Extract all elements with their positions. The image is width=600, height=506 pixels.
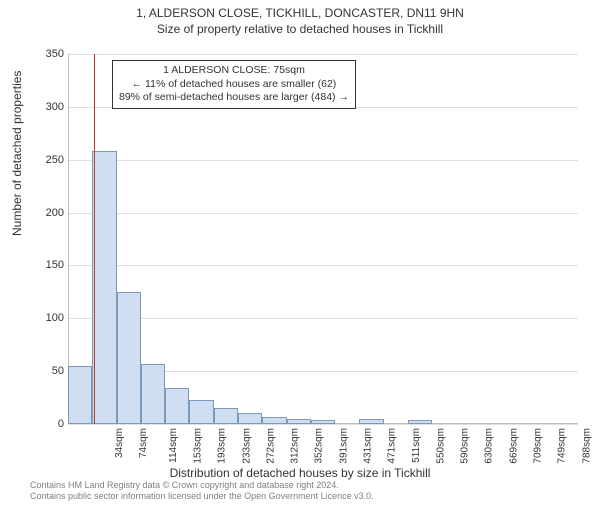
y-tick-label: 200 [24,207,64,219]
histogram-bar [189,400,213,424]
chart-plot-area: 05010015020025030035034sqm74sqm114sqm153… [68,54,578,424]
x-tick-label: 669sqm [508,428,519,464]
footer-attribution: Contains HM Land Registry data © Crown c… [30,480,374,502]
x-tick-label: 511sqm [410,428,421,463]
gridline [68,213,578,214]
x-tick-label: 233sqm [241,428,252,464]
histogram-bar [92,151,116,424]
histogram-bar [68,366,92,424]
x-tick-label: 34sqm [114,428,125,458]
footer-line2: Contains public sector information licen… [30,491,374,502]
x-axis-label: Distribution of detached houses by size … [0,466,600,480]
x-tick-label: 431sqm [363,428,374,464]
x-tick-label: 391sqm [338,428,349,464]
footer-line1: Contains HM Land Registry data © Crown c… [30,480,374,491]
y-tick-label: 300 [24,101,64,113]
y-tick-label: 50 [24,365,64,377]
x-tick-label: 550sqm [435,428,446,464]
property-marker-line [94,54,95,424]
histogram-bar [165,388,189,424]
y-tick-label: 100 [24,312,64,324]
gridline [68,318,578,319]
gridline [68,265,578,266]
x-tick-label: 114sqm [168,428,179,463]
histogram-bar [359,419,383,424]
annotation-line2: ← 11% of detached houses are smaller (62… [119,78,349,92]
gridline [68,54,578,55]
y-axis-label: Number of detached properties [10,71,24,236]
histogram-bar [408,420,432,424]
histogram-bar [287,419,311,424]
x-tick-label: 74sqm [138,428,149,458]
annotation-line3: 89% of semi-detached houses are larger (… [119,91,349,105]
x-tick-label: 272sqm [265,428,276,464]
x-tick-label: 352sqm [314,428,325,464]
gridline [68,160,578,161]
histogram-bar [117,292,141,424]
y-tick-label: 350 [24,48,64,60]
x-tick-label: 193sqm [217,428,228,464]
x-tick-label: 788sqm [581,428,592,464]
gridline [68,424,578,425]
histogram-bar [262,417,286,424]
y-tick-label: 150 [24,259,64,271]
x-tick-label: 153sqm [193,428,204,464]
x-tick-label: 312sqm [290,428,301,464]
histogram-bar [311,420,335,424]
histogram-bar [214,408,238,424]
chart-title-main: 1, ALDERSON CLOSE, TICKHILL, DONCASTER, … [0,6,600,20]
x-tick-label: 590sqm [460,428,471,464]
x-tick-label: 630sqm [484,428,495,464]
x-tick-label: 709sqm [533,428,544,464]
histogram-bar [238,413,262,424]
annotation-box: 1 ALDERSON CLOSE: 75sqm← 11% of detached… [112,60,356,109]
x-tick-label: 749sqm [557,428,568,464]
annotation-line1: 1 ALDERSON CLOSE: 75sqm [119,64,349,78]
histogram-bar [141,364,165,424]
x-tick-label: 471sqm [387,428,398,464]
chart-title-sub: Size of property relative to detached ho… [0,22,600,36]
y-tick-label: 250 [24,154,64,166]
y-tick-label: 0 [24,418,64,430]
